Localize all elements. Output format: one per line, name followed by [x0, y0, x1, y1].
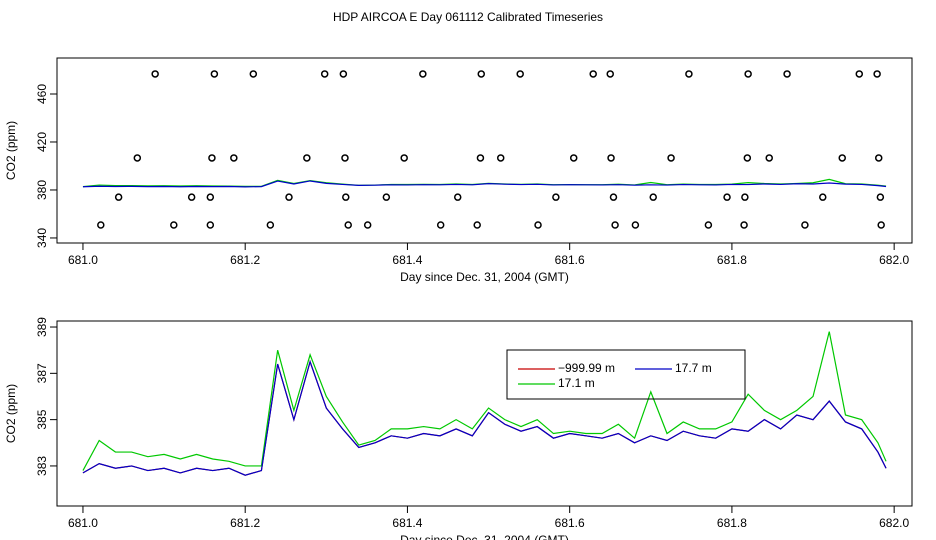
data-line — [82, 178, 887, 188]
flag-point — [496, 154, 505, 162]
flag-point — [249, 70, 258, 78]
flag-point — [453, 193, 462, 201]
flag-point — [477, 70, 486, 78]
y-tick-label: 460 — [35, 84, 49, 104]
flag-point — [743, 154, 752, 162]
y-tick-label: 385 — [35, 409, 49, 429]
flag-point — [801, 221, 809, 229]
flag-point — [723, 193, 731, 201]
flag-point — [476, 154, 485, 162]
flag-point — [740, 221, 748, 229]
flag-point — [133, 154, 142, 162]
flag-point — [419, 70, 427, 78]
flag-point — [631, 221, 640, 229]
flag-point — [589, 70, 597, 78]
data-line — [82, 180, 887, 188]
flag-point — [819, 193, 827, 201]
x-tick-label: 681.6 — [555, 516, 585, 530]
y-tick-label: 340 — [35, 228, 49, 248]
plot-frame — [56, 320, 913, 507]
flag-point — [877, 221, 885, 229]
flag-point — [569, 154, 578, 162]
y-axis-label: CO2 (ppm) — [4, 121, 18, 180]
flag-point — [320, 70, 329, 78]
x-tick-label: 682.0 — [879, 516, 909, 530]
x-tick-label: 681.2 — [230, 253, 260, 267]
y-tick-label: 380 — [35, 180, 49, 200]
flag-point — [838, 154, 846, 162]
y-tick-label: 420 — [35, 132, 49, 152]
plot-frame — [56, 57, 913, 244]
x-tick-label: 681.4 — [392, 253, 422, 267]
flag-point — [285, 193, 293, 201]
y-tick-label: 387 — [35, 363, 49, 383]
flag-point — [363, 221, 372, 229]
flag-point — [266, 221, 275, 229]
flag-point — [344, 221, 352, 229]
flag-point — [341, 154, 349, 162]
legend-label: 17.1 m — [558, 376, 595, 390]
flag-point — [210, 70, 219, 78]
flag-point — [873, 70, 881, 78]
x-tick-label: 681.8 — [717, 516, 747, 530]
flag-point — [876, 193, 885, 201]
flag-point — [230, 154, 238, 162]
flag-point — [206, 221, 215, 229]
flag-point — [741, 193, 749, 201]
flag-point — [874, 154, 883, 162]
x-tick-label: 681.4 — [392, 516, 422, 530]
flag-point — [187, 193, 196, 201]
y-tick-label: 389 — [35, 317, 49, 337]
flag-point — [783, 70, 791, 78]
x-tick-label: 681.2 — [230, 516, 260, 530]
x-axis-label: Day since Dec. 31, 2004 (GMT) — [400, 270, 569, 284]
chart-title: HDP AIRCOA E Day 061112 Calibrated Times… — [333, 10, 603, 24]
data-line — [82, 331, 887, 471]
x-axis-label: Day since Dec. 31, 2004 (GMT) — [400, 533, 569, 540]
flag-point — [339, 70, 348, 78]
flag-point — [400, 154, 408, 162]
x-tick-label: 681.0 — [68, 253, 98, 267]
data-line — [82, 359, 887, 476]
legend-label: 17.7 m — [675, 361, 712, 375]
flag-point — [303, 154, 311, 162]
flag-point — [382, 193, 391, 201]
legend-box — [506, 349, 746, 400]
x-tick-label: 681.0 — [68, 516, 98, 530]
flag-point — [607, 154, 615, 162]
flag-point — [170, 221, 178, 229]
x-tick-label: 681.6 — [555, 253, 585, 267]
flag-point — [765, 154, 773, 162]
legend-label: −999.99 m — [558, 361, 615, 375]
y-axis-label: CO2 (ppm) — [4, 384, 18, 443]
flag-point — [552, 193, 560, 201]
flag-point — [606, 70, 614, 78]
flag-point — [97, 221, 105, 229]
flag-point — [342, 193, 350, 201]
flag-point — [206, 193, 215, 201]
flag-point — [611, 221, 619, 229]
x-tick-label: 681.8 — [717, 253, 747, 267]
flag-point — [516, 70, 524, 78]
flag-point — [744, 70, 752, 78]
flag-point — [436, 221, 445, 229]
flag-point — [151, 70, 159, 78]
flag-point — [704, 221, 713, 229]
x-tick-label: 682.0 — [879, 253, 909, 267]
flag-point — [208, 154, 216, 162]
flag-point — [649, 193, 657, 201]
flag-point — [685, 70, 693, 78]
flag-point — [667, 154, 675, 162]
flag-point — [473, 221, 481, 229]
flag-point — [534, 221, 542, 229]
y-tick-label: 383 — [35, 456, 49, 476]
flag-point — [114, 193, 123, 201]
flag-point — [855, 70, 864, 78]
flag-point — [609, 193, 618, 201]
